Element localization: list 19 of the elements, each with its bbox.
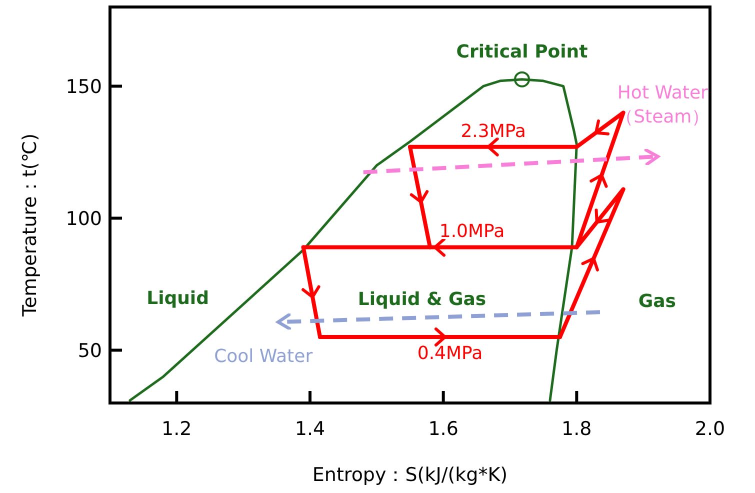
series-label: Cool Water [214, 346, 314, 367]
legend-label: 0.4MPa [417, 343, 483, 364]
series-label: 2.3MPa [460, 120, 526, 142]
series-label: Hot Water （Steam） [616, 82, 710, 128]
x-tick-label: 1.8 [562, 418, 592, 440]
y-axis-title: Temperature：t(℃) [19, 134, 41, 318]
annotation: Liquid [146, 288, 210, 310]
series-label: 1.0MPa [439, 221, 505, 242]
x-tick-label: 2.0 [694, 418, 726, 440]
y-tick-label: 50 [78, 340, 102, 362]
series-label: Critical Point [456, 41, 588, 62]
y-tick-label: 100 [66, 208, 102, 230]
y-tick-label: 150 [66, 76, 102, 98]
annotation: Liquid & Gas [358, 288, 486, 310]
annotation: Gas [638, 290, 676, 312]
x-tick-label: 1.6 [428, 418, 458, 440]
x-tick-label: 1.2 [162, 418, 192, 440]
x-axis-title: Entropy：S(kJ/(kg*K) [312, 464, 508, 486]
x-tick-label: 1.4 [294, 418, 326, 440]
